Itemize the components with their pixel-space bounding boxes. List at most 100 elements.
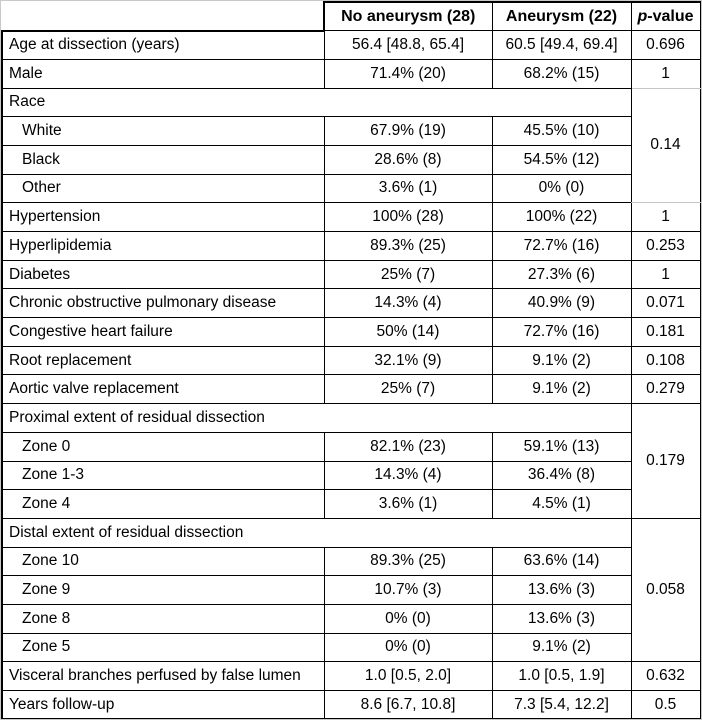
value-cell: 0% (0) bbox=[323, 632, 493, 663]
value-cell: 14.3% (4) bbox=[323, 288, 493, 319]
p-value-cell: 0.058 bbox=[630, 517, 701, 663]
value-cell: 72.7% (16) bbox=[491, 317, 632, 347]
value-cell: 0% (0) bbox=[491, 173, 632, 204]
value-cell: 14.3% (4) bbox=[323, 460, 493, 491]
table-row: Aortic valve replacement 25% (7) 9.1% (2… bbox=[1, 374, 701, 405]
section-label: Proximal extent of residual dissection bbox=[1, 403, 632, 433]
row-label: Zone 8 bbox=[1, 603, 325, 634]
corner-cell bbox=[2, 2, 325, 32]
row-label: Black bbox=[1, 144, 325, 175]
section-label: Race bbox=[1, 87, 632, 118]
table-row: Years follow-up 8.6 [6.7, 10.8] 7.3 [5.4… bbox=[1, 690, 701, 719]
value-cell: 0% (0) bbox=[323, 603, 493, 634]
p-value-cell: 0.179 bbox=[630, 403, 701, 519]
value-cell: 89.3% (25) bbox=[323, 231, 493, 261]
section-label: Distal extent of residual dissection bbox=[1, 517, 632, 548]
value-cell: 89.3% (25) bbox=[323, 546, 493, 577]
value-cell: 45.5% (10) bbox=[491, 116, 632, 146]
row-label: Age at dissection (years) bbox=[1, 30, 325, 60]
row-label: Hypertension bbox=[1, 202, 325, 232]
row-label: Congestive heart failure bbox=[1, 317, 325, 347]
p-value-cell: 0.632 bbox=[630, 661, 701, 691]
p-value-cell: 0.071 bbox=[630, 288, 701, 319]
row-label: Zone 4 bbox=[1, 489, 325, 519]
value-cell: 25% (7) bbox=[323, 374, 493, 405]
value-cell: 9.1% (2) bbox=[491, 345, 632, 376]
value-cell: 8.6 [6.7, 10.8] bbox=[323, 690, 493, 719]
row-label: Root replacement bbox=[1, 345, 325, 376]
p-value-cell: 1 bbox=[630, 58, 701, 89]
p-value-cell: 1 bbox=[630, 202, 701, 232]
value-cell: 1.0 [0.5, 2.0] bbox=[323, 661, 493, 691]
table-row: Zone 5 0% (0) 9.1% (2) bbox=[1, 632, 700, 663]
value-cell: 3.6% (1) bbox=[323, 489, 493, 519]
column-header-p-value: p-value bbox=[630, 1, 701, 32]
p-italic: p bbox=[637, 7, 648, 25]
p-value-cell: 0.279 bbox=[630, 374, 701, 405]
table-row: Zone 0 82.1% (23) 59.1% (13) bbox=[1, 431, 700, 462]
row-label: Years follow-up bbox=[1, 690, 325, 719]
value-cell: 4.5% (1) bbox=[491, 489, 632, 519]
value-cell: 82.1% (23) bbox=[323, 431, 493, 462]
value-cell: 50% (14) bbox=[323, 317, 493, 347]
value-cell: 100% (28) bbox=[323, 202, 493, 232]
value-cell: 1.0 [0.5, 1.9] bbox=[491, 661, 632, 691]
table-row: Age at dissection (years) 56.4 [48.8, 65… bbox=[1, 30, 701, 60]
table-row: Other 3.6% (1) 0% (0) bbox=[1, 173, 700, 204]
row-label: Zone 9 bbox=[1, 575, 325, 605]
row-label: Chronic obstructive pulmonary disease bbox=[1, 288, 325, 319]
p-value-cell: 1 bbox=[630, 259, 701, 290]
p-value-cell: 0.253 bbox=[630, 231, 701, 261]
value-cell: 7.3 [5.4, 12.2] bbox=[491, 690, 632, 719]
value-cell: 56.4 [48.8, 65.4] bbox=[323, 30, 493, 60]
table-row: Zone 9 10.7% (3) 13.6% (3) bbox=[1, 575, 700, 605]
column-header-aneurysm: Aneurysm (22) bbox=[491, 1, 632, 32]
row-label: Zone 0 bbox=[1, 431, 325, 462]
value-cell: 40.9% (9) bbox=[491, 288, 632, 319]
value-cell: 100% (22) bbox=[491, 202, 632, 232]
value-cell: 9.1% (2) bbox=[491, 374, 632, 405]
value-cell: 68.2% (15) bbox=[491, 58, 632, 89]
table-row: Zone 8 0% (0) 13.6% (3) bbox=[1, 603, 700, 634]
value-cell: 13.6% (3) bbox=[491, 575, 632, 605]
table-row: Zone 1-3 14.3% (4) 36.4% (8) bbox=[1, 460, 700, 491]
table-row: Black 28.6% (8) 54.5% (12) bbox=[1, 144, 700, 175]
value-cell: 10.7% (3) bbox=[323, 575, 493, 605]
p-value-cell: 0.14 bbox=[630, 87, 701, 204]
table-row: Congestive heart failure 50% (14) 72.7% … bbox=[1, 317, 701, 347]
table-row: Hyperlipidemia 89.3% (25) 72.7% (16) 0.2… bbox=[1, 231, 701, 261]
value-cell: 36.4% (8) bbox=[491, 460, 632, 491]
value-cell: 9.1% (2) bbox=[491, 632, 632, 663]
p-value-cell: 0.181 bbox=[630, 317, 701, 347]
table-row: Visceral branches perfused by false lume… bbox=[1, 661, 701, 691]
row-label: Male bbox=[1, 58, 325, 89]
value-cell: 25% (7) bbox=[323, 259, 493, 290]
table-row: Chronic obstructive pulmonary disease 14… bbox=[1, 288, 701, 319]
p-value-suffix: -value bbox=[647, 7, 694, 25]
p-value-cell: 0.5 bbox=[630, 690, 701, 719]
row-label: Zone 1-3 bbox=[1, 460, 325, 491]
value-cell: 3.6% (1) bbox=[323, 173, 493, 204]
value-cell: 13.6% (3) bbox=[491, 603, 632, 634]
table-row: Male 71.4% (20) 68.2% (15) 1 bbox=[1, 58, 701, 89]
row-label: Hyperlipidemia bbox=[1, 231, 325, 261]
value-cell: 71.4% (20) bbox=[323, 58, 493, 89]
header-row: No aneurysm (28) Aneurysm (22) p-value bbox=[2, 1, 701, 32]
value-cell: 54.5% (12) bbox=[491, 144, 632, 175]
p-value-cell: 0.108 bbox=[630, 345, 701, 376]
row-label: Zone 10 bbox=[1, 546, 325, 577]
value-cell: 32.1% (9) bbox=[323, 345, 493, 376]
row-label: Aortic valve replacement bbox=[1, 374, 325, 405]
row-label: Diabetes bbox=[1, 259, 325, 290]
column-header-no-aneurysm: No aneurysm (28) bbox=[323, 1, 493, 32]
table-row: White 67.9% (19) 45.5% (10) bbox=[1, 116, 700, 146]
row-label: Visceral branches perfused by false lume… bbox=[1, 661, 325, 691]
table-row: Zone 10 89.3% (25) 63.6% (14) bbox=[1, 546, 700, 577]
table-row: Zone 4 3.6% (1) 4.5% (1) bbox=[1, 489, 700, 519]
section-row-proximal-extent: Proximal extent of residual dissection 0… bbox=[1, 403, 701, 519]
value-cell: 27.3% (6) bbox=[491, 259, 632, 290]
value-cell: 28.6% (8) bbox=[323, 144, 493, 175]
value-cell: 63.6% (14) bbox=[491, 546, 632, 577]
row-label: Other bbox=[1, 173, 325, 204]
